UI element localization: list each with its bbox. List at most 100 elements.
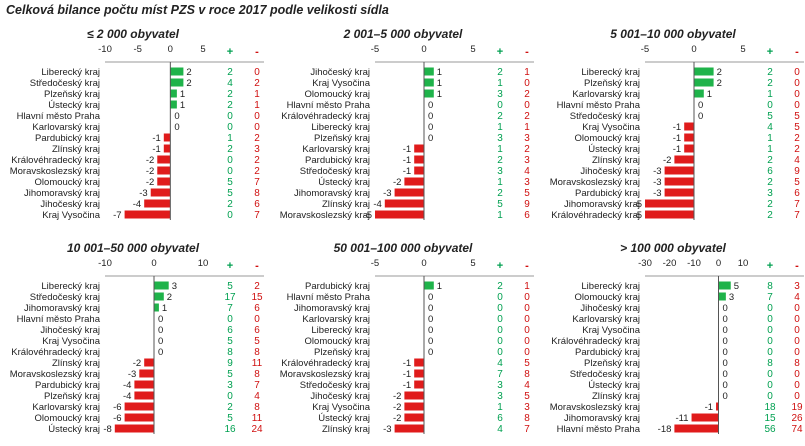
minus-count: 0 — [794, 314, 800, 325]
minus-count: 5 — [794, 111, 800, 122]
minus-count: 0 — [524, 325, 530, 336]
plus-count: 5 — [227, 188, 233, 199]
bar-value-label: -3 — [653, 166, 661, 177]
bar-value-label: -7 — [113, 210, 121, 221]
minus-count: 0 — [794, 380, 800, 391]
plus-count: 0 — [227, 391, 233, 402]
plus-count: 1 — [497, 122, 503, 133]
minus-count: 0 — [524, 100, 530, 111]
bar-value-label: 0 — [158, 325, 163, 336]
plus-count: 5 — [497, 199, 503, 210]
minus-count: 2 — [524, 89, 530, 100]
bar-value-label: -4 — [123, 391, 131, 402]
category-label: Liberecký kraj — [311, 325, 370, 336]
plus-count: 8 — [767, 281, 773, 292]
bar — [124, 413, 154, 422]
minus-column-header: - — [525, 46, 529, 58]
category-label: Jihomoravský kraj — [294, 303, 370, 314]
plus-count: 0 — [497, 325, 503, 336]
category-label: Kraj Vysočina — [312, 78, 370, 89]
plus-count: 0 — [227, 166, 233, 177]
minus-count: 24 — [251, 424, 263, 435]
bar-value-label: 0 — [428, 325, 433, 336]
bar-value-label: 0 — [723, 314, 728, 325]
plus-count: 0 — [767, 336, 773, 347]
plus-count: 0 — [497, 292, 503, 303]
bar-value-label: -6 — [113, 413, 121, 424]
bar — [684, 133, 694, 142]
plus-count: 8 — [227, 347, 233, 358]
bar-value-label: -4 — [373, 199, 381, 210]
plus-count: 6 — [767, 166, 773, 177]
minus-count: 7 — [254, 210, 260, 221]
category-label: Karlovarský kraj — [302, 144, 370, 155]
minus-count: 2 — [524, 144, 530, 155]
bar — [674, 155, 694, 164]
category-label: Královéhradecký kraj — [551, 210, 640, 221]
plus-count: 2 — [767, 199, 773, 210]
plus-count: 2 — [497, 67, 503, 78]
bar — [394, 188, 424, 197]
bar-value-label: 0 — [428, 122, 433, 133]
minus-count: 4 — [794, 292, 800, 303]
plus-count: 56 — [764, 424, 776, 435]
plus-count: 1 — [767, 133, 773, 144]
x-tick-label: -5 — [371, 258, 379, 269]
bar — [694, 89, 704, 98]
x-tick-label: 5 — [200, 44, 205, 55]
bar-value-label: 1 — [437, 281, 442, 292]
category-label: Jihočeský kraj — [40, 199, 100, 210]
bar-value-label: 1 — [437, 89, 442, 100]
bar-value-label: 0 — [174, 122, 179, 133]
bar — [404, 177, 424, 186]
chart-main-title: Celková bilance počtu míst PZS v roce 20… — [6, 3, 389, 17]
bar-value-label: -3 — [139, 188, 147, 199]
minus-count: 0 — [794, 325, 800, 336]
bar-value-label: 2 — [167, 292, 172, 303]
bar-value-label: -3 — [383, 424, 391, 435]
bar — [134, 391, 154, 400]
minus-count: 7 — [254, 380, 260, 391]
chart-panel-5: 50 001–100 000 obyvatel-5 0 5 + -Pardubický … — [280, 241, 534, 435]
bar-value-label: -18 — [658, 424, 672, 435]
bar-value-label: -1 — [403, 358, 411, 369]
bar-value-label: 0 — [428, 336, 433, 347]
minus-count: 0 — [254, 111, 260, 122]
bar — [150, 188, 171, 197]
category-label: Hlavní město Praha — [557, 100, 641, 111]
x-tick-label: -5 — [371, 44, 379, 55]
category-label: Moravskoslezský kraj — [10, 369, 100, 380]
category-label: Liberecký kraj — [41, 281, 100, 292]
minus-count: 2 — [254, 281, 260, 292]
minus-count: 8 — [254, 347, 260, 358]
bar — [414, 166, 424, 175]
x-tick-label: -5 — [641, 44, 649, 55]
minus-count: 0 — [794, 303, 800, 314]
category-label: Královéhradecký kraj — [281, 111, 370, 122]
plus-count: 1 — [767, 89, 773, 100]
bar-value-label: -1 — [403, 380, 411, 391]
bar — [163, 144, 171, 153]
plus-count: 1 — [497, 177, 503, 188]
bar — [157, 177, 171, 186]
category-label: Kraj Vysočina — [312, 402, 370, 413]
category-label: Kraj Vysočina — [42, 210, 100, 221]
bar-value-label: 0 — [723, 347, 728, 358]
panel-title: 50 001–100 000 obyvatel — [334, 241, 473, 255]
category-label: Zlínský kraj — [322, 199, 370, 210]
bar-value-label: 3 — [729, 292, 734, 303]
category-label: Moravskoslezský kraj — [280, 369, 370, 380]
x-tick-label: 10 — [738, 258, 749, 269]
category-label: Hlavní město Praha — [17, 111, 101, 122]
category-label: Středočeský kraj — [30, 78, 100, 89]
category-label: Středočeský kraj — [570, 369, 640, 380]
bar — [664, 166, 694, 175]
plus-count: 1 — [767, 144, 773, 155]
bar — [154, 303, 159, 312]
category-label: Ústecký kraj — [318, 177, 370, 188]
plus-count: 5 — [227, 413, 233, 424]
minus-count: 19 — [791, 402, 803, 413]
plus-count: 0 — [227, 122, 233, 133]
minus-column-header: - — [255, 46, 259, 58]
bar-value-label: -2 — [393, 177, 401, 188]
